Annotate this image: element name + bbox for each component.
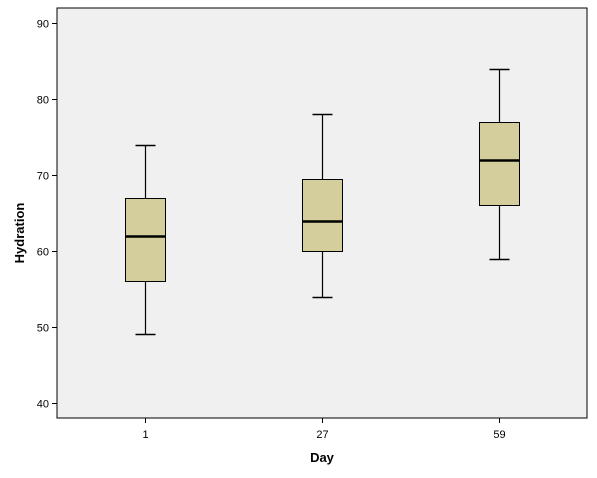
x-axis-title: Day [310,450,335,465]
x-axis: 1 27 59 [142,418,506,441]
y-axis-title: Hydration [12,203,27,264]
box-1 [125,144,166,336]
x-tick-label: 1 [142,429,148,441]
box-27 [302,113,343,299]
y-tick-label: 70 [37,171,49,183]
box-59 [479,68,520,261]
x-tick-label: 27 [316,429,328,441]
x-tick-label: 59 [493,429,505,441]
iqr-box [302,179,343,252]
y-axis: 40 50 60 70 80 90 [37,19,57,411]
y-tick-label: 90 [37,19,49,31]
y-tick-label: 50 [37,323,49,335]
y-tick-label: 60 [37,247,49,259]
iqr-box [125,198,166,282]
iqr-box [479,122,520,206]
y-tick-label: 40 [37,399,49,411]
boxplot-series [125,68,520,336]
y-tick-label: 80 [37,95,49,107]
